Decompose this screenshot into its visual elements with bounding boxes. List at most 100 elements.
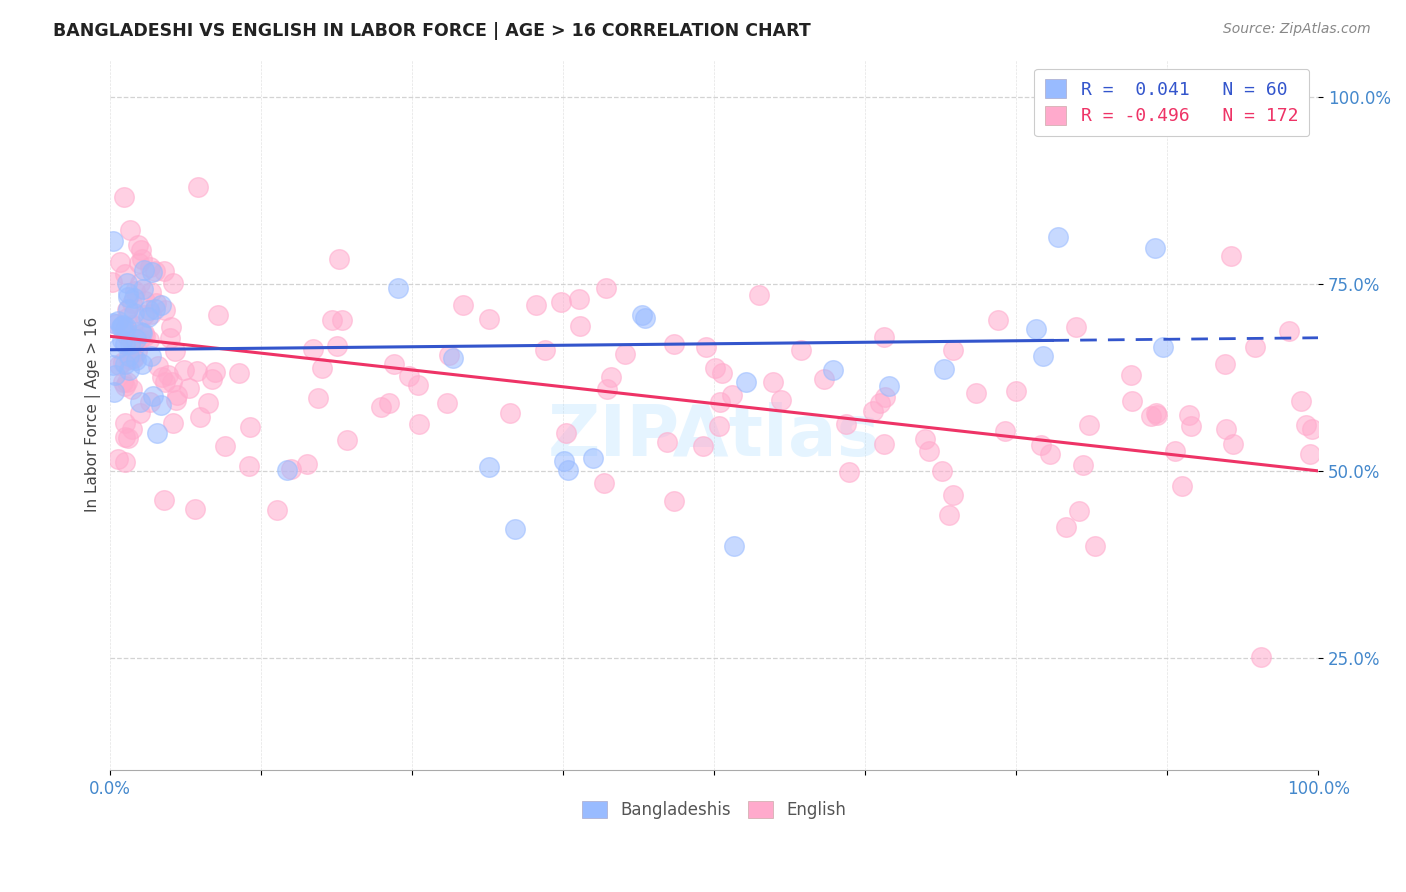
Point (114, 379, 136, 393)
Point (1032, 349, 1054, 363)
Point (152, 492, 174, 507)
Point (1047, 229, 1070, 244)
Point (134, 326, 156, 340)
Point (127, 237, 149, 252)
Point (197, 395, 219, 409)
Point (321, 313, 343, 327)
Point (125, 332, 148, 346)
Point (499, 406, 522, 420)
Point (534, 343, 557, 357)
Point (131, 244, 153, 258)
Point (1215, 422, 1237, 436)
Point (478, 312, 501, 326)
Point (382, 357, 405, 371)
Point (965, 385, 987, 400)
Point (555, 425, 578, 440)
Point (872, 330, 894, 344)
Point (121, 336, 143, 351)
Point (614, 347, 637, 361)
Point (162, 276, 184, 290)
Point (117, 330, 139, 344)
Point (1289, 394, 1312, 409)
Point (122, 291, 145, 305)
Point (821, 363, 844, 377)
Point (914, 432, 936, 446)
Point (107, 358, 129, 372)
Point (117, 431, 139, 445)
Point (370, 400, 392, 414)
Point (173, 363, 195, 377)
Point (114, 267, 136, 281)
Text: BANGLADESHI VS ENGLISH IN LABOR FORCE | AGE > 16 CORRELATION CHART: BANGLADESHI VS ENGLISH IN LABOR FORCE | … (53, 22, 811, 40)
Point (152, 264, 174, 278)
Point (994, 424, 1017, 438)
Point (118, 352, 141, 367)
Point (276, 463, 298, 477)
Point (987, 312, 1010, 326)
Point (330, 313, 353, 327)
Point (114, 416, 136, 430)
Point (1025, 322, 1047, 336)
Point (550, 295, 572, 310)
Point (662, 494, 685, 508)
Point (478, 460, 501, 475)
Point (115, 375, 138, 389)
Point (139, 394, 162, 409)
Point (107, 313, 129, 327)
Point (121, 351, 143, 366)
Point (553, 453, 575, 467)
Point (143, 264, 166, 278)
Point (160, 319, 183, 334)
Point (709, 395, 731, 409)
Point (149, 398, 172, 412)
Point (153, 303, 176, 318)
Point (132, 263, 155, 277)
Point (131, 252, 153, 266)
Point (142, 389, 165, 403)
Point (114, 337, 136, 351)
Point (326, 339, 349, 353)
Point (877, 379, 900, 393)
Point (204, 365, 226, 379)
Point (207, 308, 229, 322)
Point (103, 385, 125, 400)
Point (387, 281, 409, 295)
Point (103, 234, 125, 248)
Point (748, 287, 770, 301)
Point (138, 260, 160, 274)
Point (146, 359, 169, 373)
Point (165, 392, 187, 407)
Point (141, 265, 163, 279)
Point (1121, 368, 1143, 382)
Point (114, 357, 136, 371)
Point (111, 355, 134, 369)
Point (160, 375, 183, 389)
Point (153, 375, 176, 389)
Point (568, 318, 591, 333)
Point (145, 301, 167, 316)
Point (451, 298, 474, 312)
Point (790, 343, 813, 357)
Point (1301, 422, 1323, 436)
Point (1054, 520, 1077, 534)
Point (328, 252, 350, 266)
Point (835, 417, 858, 431)
Point (557, 462, 579, 476)
Point (122, 351, 145, 365)
Point (107, 341, 129, 355)
Point (1071, 458, 1094, 472)
Point (869, 396, 891, 410)
Point (122, 318, 145, 332)
Point (657, 434, 679, 449)
Point (873, 436, 896, 450)
Point (124, 285, 146, 299)
Point (117, 290, 139, 304)
Point (121, 345, 143, 359)
Point (100, 275, 122, 289)
Point (505, 522, 527, 536)
Point (307, 391, 329, 405)
Point (131, 326, 153, 340)
Point (165, 343, 187, 358)
Point (238, 458, 260, 473)
Point (201, 372, 224, 386)
